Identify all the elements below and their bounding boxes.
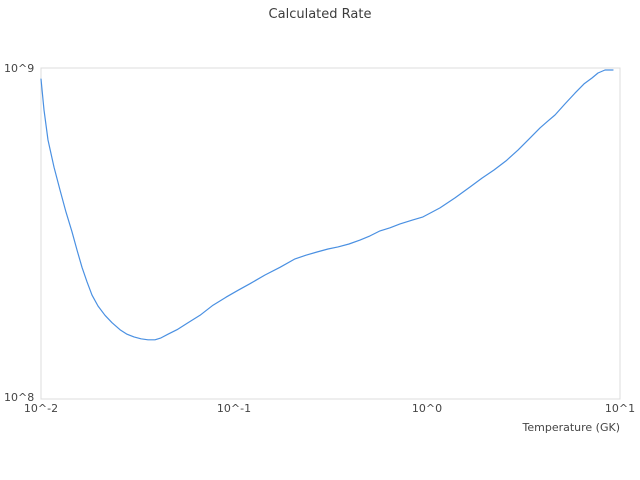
x-tick-label: 10^-2 [23, 402, 59, 415]
rate-curve [40, 69, 614, 341]
x-tick-label: 10^0 [411, 402, 443, 415]
chart-title: Calculated Rate [268, 7, 372, 22]
x-tick-label: 10^-1 [216, 402, 252, 415]
x-tick-label: 10^1 [604, 402, 636, 415]
x-axis-title: Temperature (GK) [522, 421, 621, 434]
y-tick-label: 10^9 [4, 62, 35, 75]
y-tick-label: 10^8 [4, 391, 35, 404]
plot-border [40, 67, 621, 400]
